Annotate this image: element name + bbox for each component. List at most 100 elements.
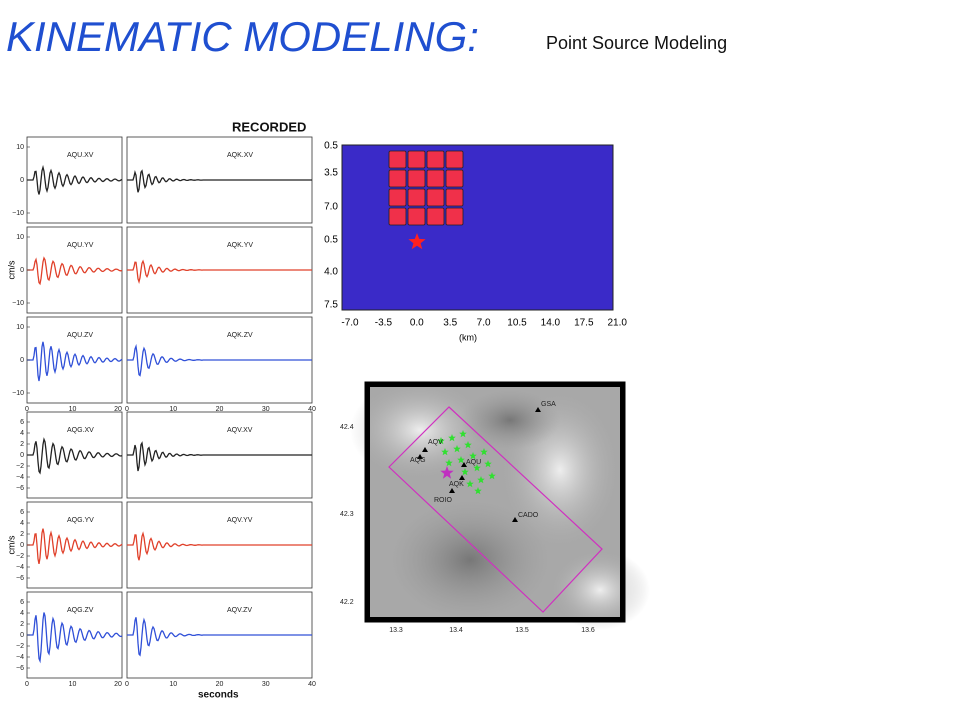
y-tick-label: −10 [12, 300, 24, 307]
fault-x-tick-label: 3.5 [443, 318, 457, 329]
waveform [127, 259, 312, 284]
waveform [127, 343, 312, 377]
waveform [127, 617, 312, 657]
station-label: AQU [466, 459, 481, 466]
subfault-star [484, 460, 492, 468]
y-tick-label: 6 [20, 419, 24, 426]
panel-label: AQU.XV [67, 152, 94, 159]
x-tick-label: 0 [25, 406, 29, 413]
x-tick-label: 40 [308, 406, 316, 413]
subfault [388, 207, 407, 226]
fault-x-label: (km) [459, 332, 477, 342]
x-tick-label: 0 [25, 681, 29, 688]
station-label: GSA [541, 401, 556, 408]
fault-y-tick-label: 7.0 [324, 202, 338, 213]
title: KINEMATIC MODELING: [6, 13, 479, 60]
station [449, 488, 455, 493]
x-tick-label: 40 [308, 681, 316, 688]
x-tick-label: 30 [262, 681, 270, 688]
y-tick-label: 6 [20, 599, 24, 606]
fault-y-tick-label: 0.5 [324, 141, 338, 152]
y-tick-label: −4 [16, 474, 24, 481]
subfault-star [448, 434, 456, 442]
subfault-star [457, 456, 465, 464]
fault-plane [341, 144, 614, 311]
x-tick-label: 20 [216, 681, 224, 688]
panel-label: AQU.ZV [67, 332, 93, 339]
fault-y-tick-label: 0.5 [324, 235, 338, 246]
panel-label: AQK.XV [227, 152, 253, 159]
fault-x-tick-label: -7.0 [341, 318, 359, 329]
subfault-star [488, 472, 496, 480]
y-tick-label: 10 [16, 324, 24, 331]
x-tick-label: 10 [169, 681, 177, 688]
y-tick-label: 2 [20, 621, 24, 628]
subfault [426, 169, 445, 188]
station [512, 517, 518, 522]
panel-label: AQV.YV [227, 517, 253, 524]
x-tick-label: 10 [169, 406, 177, 413]
station-label: AQK [449, 481, 464, 488]
y-tick-label: −2 [16, 553, 24, 560]
y-tick-label: −6 [16, 485, 24, 492]
x-axis-label: seconds [198, 690, 239, 701]
waveform-panel [26, 316, 123, 404]
panel-label: AQK.YV [227, 242, 253, 249]
fault-y-tick-label: 4.0 [324, 267, 338, 278]
y-tick-label: −6 [16, 665, 24, 672]
y-axis-label: cm/s [6, 260, 16, 279]
subfault [388, 188, 407, 207]
subfault [426, 188, 445, 207]
recorded-heading: RECORDED [232, 119, 306, 134]
panel-label: AQV.XV [227, 427, 253, 434]
station [417, 454, 423, 459]
subfault-star [469, 452, 477, 460]
lat-tick-label: 42.3 [340, 511, 354, 518]
lon-tick-label: 13.5 [515, 627, 529, 634]
station [535, 407, 541, 412]
waveform-panel [26, 136, 123, 224]
y-tick-label: 0 [20, 177, 24, 184]
waveform [27, 341, 123, 382]
station-label: CADO [518, 512, 539, 519]
y-tick-label: 0 [20, 357, 24, 364]
panel-label: AQV.ZV [227, 607, 252, 614]
y-tick-label: 2 [20, 531, 24, 538]
waveform [127, 441, 312, 472]
map [350, 380, 650, 630]
y-tick-label: 0 [20, 452, 24, 459]
fault-y-tick-label: 3.5 [324, 168, 338, 179]
y-tick-label: 10 [16, 234, 24, 241]
x-tick-label: 20 [114, 681, 122, 688]
y-tick-label: 10 [16, 144, 24, 151]
waveform [27, 437, 123, 475]
fault-y-tick-label: 7.5 [324, 300, 338, 311]
x-tick-label: 0 [125, 681, 129, 688]
epicenter [440, 466, 454, 479]
subfault-star [466, 480, 474, 488]
x-tick-label: 10 [69, 681, 77, 688]
waveform [127, 169, 312, 193]
subfault-star [473, 464, 481, 472]
panel-label: AQG.XV [67, 427, 94, 434]
y-tick-label: −6 [16, 575, 24, 582]
fault-x-tick-label: 10.5 [507, 318, 527, 329]
fault-x-tick-label: 17.5 [574, 318, 594, 329]
panel-label: AQK.ZV [227, 332, 253, 339]
subfault [426, 207, 445, 226]
station-label: AQG [410, 457, 426, 464]
station [461, 462, 467, 467]
y-tick-label: −2 [16, 463, 24, 470]
station [422, 447, 428, 452]
subfault-star [437, 437, 445, 445]
subtitle: Point Source Modeling [546, 33, 727, 53]
subfault [407, 188, 426, 207]
panel-label: AQU.YV [67, 242, 94, 249]
waveform [27, 164, 123, 195]
subfault [407, 150, 426, 169]
subfault [445, 207, 464, 226]
x-tick-label: 10 [69, 406, 77, 413]
subfault-star [441, 448, 449, 456]
x-tick-label: 20 [216, 406, 224, 413]
y-tick-label: −10 [12, 210, 24, 217]
